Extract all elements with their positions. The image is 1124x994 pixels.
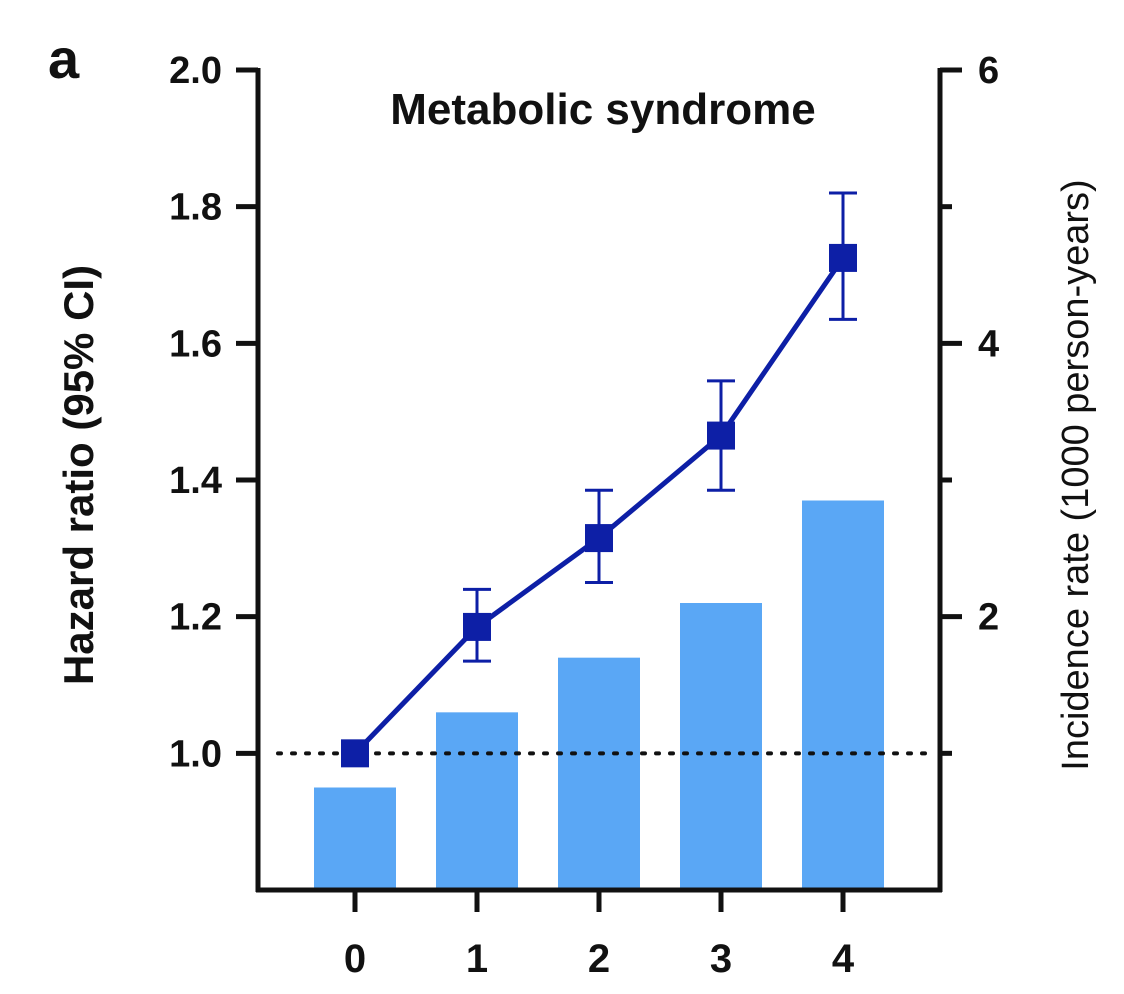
- hazard-ratio-marker-0: [341, 739, 369, 768]
- panel-label: a: [48, 27, 80, 90]
- x-tick-label-2: 2: [588, 937, 610, 981]
- left-tick-label-1.6: 1.6: [169, 323, 222, 365]
- x-tick-label-1: 1: [466, 937, 488, 981]
- right-ticks: 2 4 6: [940, 50, 999, 756]
- left-tick-label-1.8: 1.8: [169, 187, 222, 229]
- bar-3: [680, 603, 762, 890]
- left-y-axis-label: Hazard ratio (95% CI): [55, 265, 102, 685]
- right-tick-label-4: 4: [978, 323, 999, 365]
- hazard-ratio-marker-4: [829, 243, 857, 272]
- x-tick-label-3: 3: [710, 937, 732, 981]
- bar-1: [436, 712, 518, 890]
- hazard-ratio-marker-2: [585, 524, 613, 553]
- x-tick-label-0: 0: [344, 937, 366, 981]
- bar-0: [314, 787, 396, 890]
- bars-layer: [314, 500, 884, 890]
- x-tick-label-4: 4: [832, 937, 855, 981]
- right-tick-label-2: 2: [978, 597, 999, 639]
- hazard-ratio-marker-3: [707, 421, 735, 450]
- left-tick-label-1.0: 1.0: [169, 733, 222, 775]
- hazard-ratio-layer: [341, 191, 857, 768]
- left-ticks: 1.0 1.2 1.4 1.6 1.8 2.0: [169, 50, 258, 775]
- bar-2: [558, 657, 640, 890]
- left-tick-label-1.2: 1.2: [169, 597, 222, 639]
- right-y-axis-label: Incidence rate (1000 person-years): [1055, 179, 1097, 770]
- hazard-ratio-marker-1: [463, 612, 491, 641]
- x-ticks: 0 1 2 3 4: [344, 890, 855, 981]
- right-tick-label-6: 6: [978, 50, 999, 92]
- chart-title: Metabolic syndrome: [390, 85, 815, 134]
- bar-4: [802, 500, 884, 890]
- left-tick-label-1.4: 1.4: [169, 460, 222, 502]
- left-tick-label-2.0: 2.0: [169, 50, 222, 92]
